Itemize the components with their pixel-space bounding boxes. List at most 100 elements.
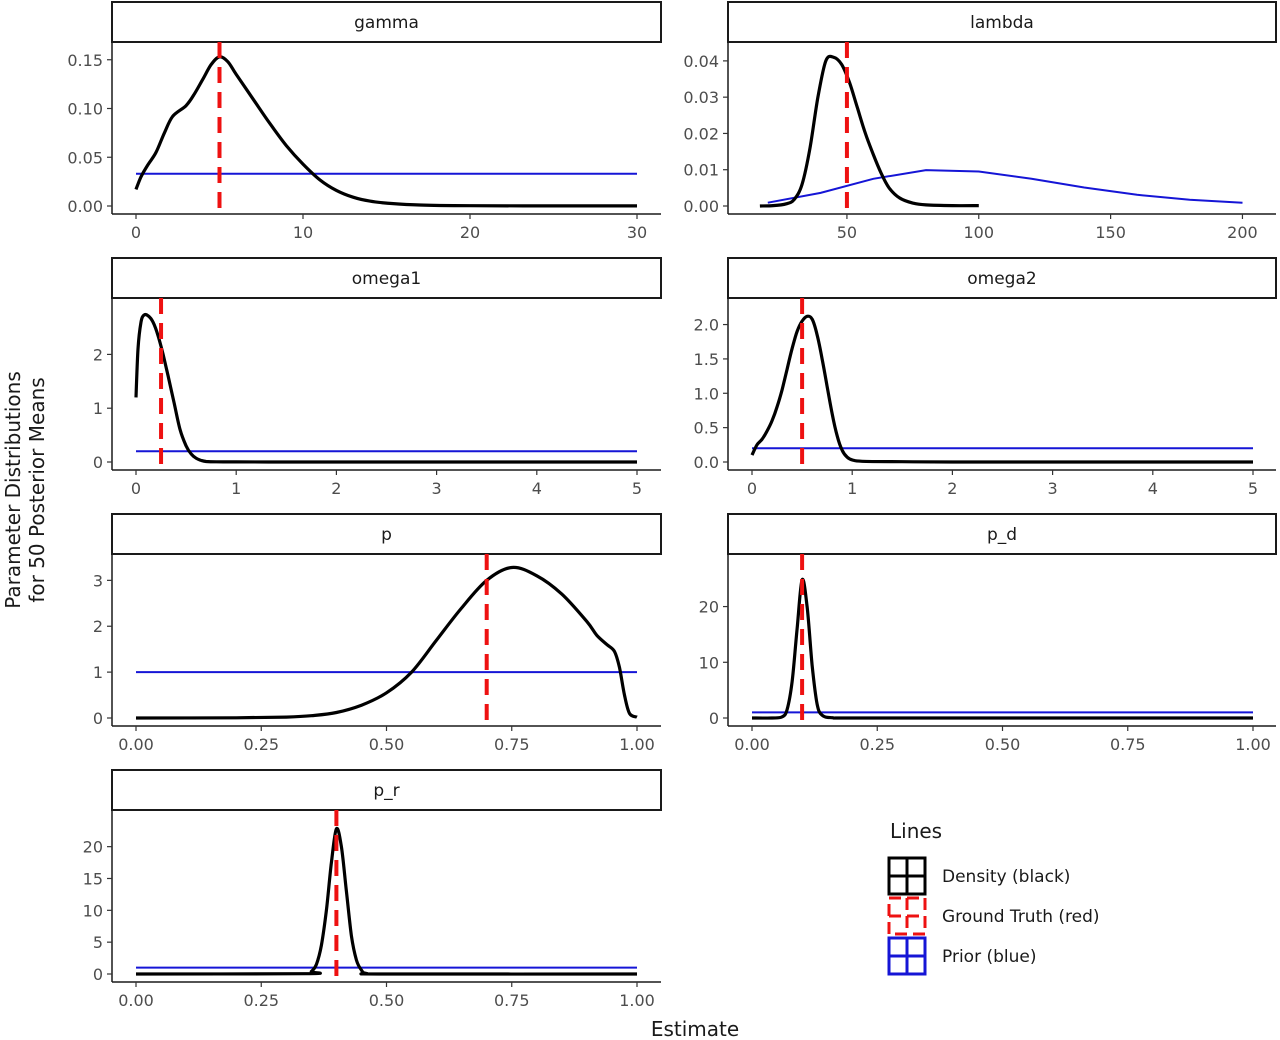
facet-strip-label: gamma bbox=[354, 13, 419, 33]
facet-strip-label: p_d bbox=[987, 525, 1017, 545]
x-tick-label: 4 bbox=[532, 479, 542, 498]
y-tick-label: 0.02 bbox=[683, 124, 719, 143]
x-axis-title: Estimate bbox=[651, 1017, 739, 1040]
x-tick-label: 0.25 bbox=[243, 735, 279, 754]
x-tick-label: 5 bbox=[1248, 479, 1258, 498]
facet-panel-p: p 0.00 0.25 0.50 0.75 1.00 0 1 2 3 bbox=[93, 513, 662, 754]
facet-panel-p_d: p_d 0.00 0.25 0.50 0.75 1.00 0 10 20 bbox=[699, 513, 1277, 754]
legend-label-prior: Prior (blue) bbox=[942, 947, 1036, 967]
facet-strip-label: lambda bbox=[970, 13, 1034, 33]
density-curve bbox=[751, 577, 1253, 720]
facet-strip-label: omega2 bbox=[967, 269, 1036, 289]
facet-strip-label: omega1 bbox=[352, 269, 421, 289]
y-axis-title: Parameter Distributions for 50 Posterior… bbox=[1, 371, 49, 609]
density-curve bbox=[135, 565, 638, 720]
x-tick-label: 150 bbox=[1095, 223, 1126, 242]
density-curve bbox=[759, 54, 979, 208]
x-tick-label: 2 bbox=[331, 479, 341, 498]
density-curve bbox=[750, 314, 1253, 464]
x-tick-label: 4 bbox=[1148, 479, 1158, 498]
y-tick-label: 2 bbox=[93, 617, 103, 636]
facet-strip-label: p_r bbox=[373, 781, 399, 801]
facet-strip bbox=[727, 513, 1277, 555]
x-tick-label: 1.00 bbox=[619, 735, 655, 754]
facet-strip bbox=[111, 513, 662, 555]
legend-key-density bbox=[887, 856, 927, 896]
y-tick-label: 1 bbox=[93, 663, 103, 682]
x-tick-label: 0.00 bbox=[118, 991, 154, 1010]
x-tick-label: 200 bbox=[1227, 223, 1258, 242]
facet-strip-label: p bbox=[381, 525, 392, 545]
x-tick-label: 100 bbox=[963, 223, 994, 242]
density-curve bbox=[134, 55, 637, 208]
x-tick-label: 5 bbox=[632, 479, 642, 498]
facet-strip bbox=[727, 1, 1277, 43]
facet-panel-omega2: omega2 0 1 2 3 4 5 0.0 0.5 1.0 1.5 2.0 bbox=[694, 257, 1277, 498]
y-tick-label: 0 bbox=[93, 965, 103, 984]
y-tick-label: 0.15 bbox=[67, 51, 103, 70]
legend-key-prior bbox=[887, 936, 927, 976]
y-axis-title-line2: for 50 Posterior Means bbox=[25, 377, 49, 602]
y-tick-label: 1.5 bbox=[694, 350, 719, 369]
y-tick-label: 0.00 bbox=[67, 197, 103, 216]
density-curve bbox=[135, 826, 638, 976]
x-tick-label: 0.75 bbox=[494, 735, 530, 754]
facet-strip bbox=[727, 257, 1277, 299]
y-tick-label: 0 bbox=[709, 709, 719, 728]
x-tick-label: 0.75 bbox=[1110, 735, 1146, 754]
facet-strip bbox=[111, 257, 662, 299]
x-tick-label: 0 bbox=[747, 479, 757, 498]
y-tick-label: 0.05 bbox=[67, 148, 103, 167]
x-tick-label: 1 bbox=[231, 479, 241, 498]
x-tick-label: 0.25 bbox=[859, 735, 895, 754]
facet-panel-gamma: gamma 0 10 20 30 0.00 0.05 0.10 0.15 bbox=[67, 1, 662, 242]
y-tick-label: 1.0 bbox=[694, 384, 719, 403]
y-tick-label: 0.0 bbox=[694, 453, 719, 472]
x-tick-label: 10 bbox=[293, 223, 313, 242]
x-tick-label: 30 bbox=[627, 223, 647, 242]
y-tick-label: 0.00 bbox=[683, 197, 719, 216]
x-tick-label: 1.00 bbox=[619, 991, 655, 1010]
x-tick-label: 2 bbox=[947, 479, 957, 498]
x-tick-label: 20 bbox=[460, 223, 480, 242]
y-tick-label: 0 bbox=[93, 453, 103, 472]
y-tick-label: 0.5 bbox=[694, 419, 719, 438]
y-tick-label: 2 bbox=[93, 345, 103, 364]
y-axis-title-line1: Parameter Distributions bbox=[1, 371, 25, 609]
y-tick-label: 0.03 bbox=[683, 88, 719, 107]
y-tick-label: 10 bbox=[83, 901, 103, 920]
x-tick-label: 1 bbox=[847, 479, 857, 498]
facet-strip bbox=[111, 769, 662, 811]
x-tick-label: 0.50 bbox=[369, 991, 405, 1010]
x-tick-label: 0.00 bbox=[734, 735, 770, 754]
y-tick-label: 0 bbox=[93, 709, 103, 728]
y-tick-label: 2.0 bbox=[694, 316, 719, 335]
y-tick-label: 5 bbox=[93, 933, 103, 952]
y-tick-label: 1 bbox=[93, 399, 103, 418]
facet-panel-lambda: lambda 50 100 150 200 0.00 0.01 0.02 0.03 0.04 bbox=[683, 1, 1277, 242]
y-tick-label: 20 bbox=[83, 838, 103, 857]
y-tick-label: 10 bbox=[699, 653, 719, 672]
facet-strip bbox=[111, 1, 662, 43]
x-tick-label: 0.25 bbox=[243, 991, 279, 1010]
legend-label-density: Density (black) bbox=[942, 867, 1070, 887]
y-tick-label: 0.04 bbox=[683, 52, 719, 71]
y-tick-label: 3 bbox=[93, 571, 103, 590]
y-tick-label: 0.01 bbox=[683, 161, 719, 180]
density-curve bbox=[134, 312, 637, 464]
legend-label-ground-truth: Ground Truth (red) bbox=[942, 907, 1100, 927]
x-tick-label: 50 bbox=[837, 223, 857, 242]
facet-panel-omega1: omega1 0 1 2 3 4 5 0 1 2 bbox=[93, 257, 662, 498]
x-tick-label: 1.00 bbox=[1235, 735, 1271, 754]
facet-panel-p_r: p_r 0.00 0.25 0.50 0.75 1.00 0 5 10 15 20 bbox=[83, 769, 662, 1010]
x-tick-label: 0.50 bbox=[369, 735, 405, 754]
legend: Lines Density (black) Ground Truth (red)… bbox=[887, 819, 1100, 976]
legend-key-ground-truth bbox=[887, 896, 927, 936]
prior-line bbox=[767, 169, 1243, 204]
x-tick-label: 3 bbox=[1048, 479, 1058, 498]
y-tick-label: 20 bbox=[699, 598, 719, 617]
y-tick-label: 15 bbox=[83, 869, 103, 888]
legend-title: Lines bbox=[890, 819, 942, 843]
x-tick-label: 0.00 bbox=[118, 735, 154, 754]
